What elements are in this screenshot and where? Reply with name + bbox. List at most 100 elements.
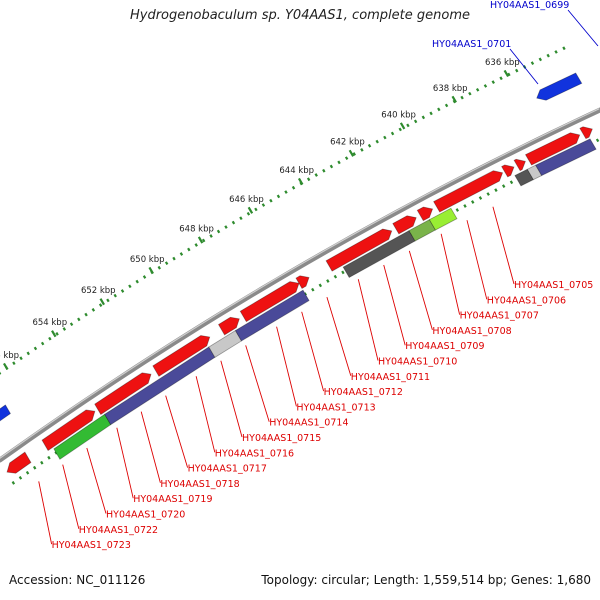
- gene-label: HY04AAS1_0712: [324, 387, 403, 398]
- scale-tick: [344, 156, 349, 161]
- forward-gene-arrow: [392, 215, 417, 235]
- scale-tick: [284, 190, 288, 194]
- scale-tick: [216, 229, 221, 234]
- scale-tick: [276, 194, 281, 199]
- scale-tick: [12, 361, 16, 366]
- scale-tick: [413, 119, 418, 124]
- inner-tick: [18, 475, 23, 480]
- forward-gene-arrow: [513, 158, 526, 172]
- scale-tick: [19, 356, 23, 361]
- map-title: Hydrogenobaculum sp. Y04AAS1, complete g…: [129, 8, 471, 23]
- scale-major-tick: [51, 330, 57, 338]
- reverse-gene-arrow: [0, 404, 11, 422]
- inner-tick: [47, 455, 51, 460]
- gene-label-leader: [408, 250, 433, 331]
- scale-tick: [98, 303, 103, 307]
- scale-label: 648 kbp: [179, 224, 214, 234]
- scale-tick: [375, 139, 379, 144]
- scale-tick: [254, 207, 258, 212]
- gene-label: HY04AAS1_0714: [269, 418, 348, 429]
- scale-tick: [113, 293, 117, 298]
- scale-tick: [33, 346, 38, 351]
- inner-tick: [486, 192, 490, 196]
- gene-label: HY04AAS1_0719: [133, 494, 212, 505]
- scale-tick: [360, 148, 364, 152]
- scale-tick: [306, 177, 311, 182]
- inner-tick: [455, 208, 460, 212]
- scale-tick: [135, 279, 139, 284]
- scale-tick: [187, 247, 191, 252]
- gene-label: HY04AAS1_0720: [106, 510, 185, 521]
- gene-label: HY04AAS1_0705: [514, 280, 593, 291]
- inner-tick: [311, 287, 315, 292]
- inner-tick: [494, 188, 498, 192]
- gene-label-leader: [466, 220, 488, 300]
- genome-backbone-highlight: [0, 108, 600, 459]
- scale-tick: [406, 123, 410, 128]
- gene-label-leader: [383, 264, 406, 346]
- inner-tick: [501, 184, 506, 189]
- gene-label-reverse: HY04AAS1_0699: [490, 0, 569, 11]
- scale-tick: [239, 216, 243, 221]
- scale-tick: [499, 76, 503, 81]
- inner-tick: [25, 470, 30, 475]
- inner-tick: [595, 138, 600, 143]
- scale-tick: [84, 312, 88, 317]
- scale-tick: [106, 298, 110, 303]
- forward-gene-arrow: [239, 281, 300, 323]
- scale-tick: [179, 252, 184, 256]
- scale-tick: [515, 68, 519, 73]
- gene-label: HY04AAS1_0717: [188, 464, 267, 475]
- scale-tick: [390, 131, 395, 136]
- scale-tick: [507, 72, 511, 77]
- scale-label: 646 kbp: [229, 195, 264, 205]
- gene-label-leader: [245, 345, 270, 422]
- scale-major-tick: [99, 298, 105, 306]
- inner-tick: [463, 204, 467, 208]
- scale-major-tick: [297, 177, 304, 185]
- scale-tick: [224, 225, 228, 229]
- scale-tick: [546, 53, 550, 58]
- gene-label: HY04AAS1_0708: [432, 326, 511, 337]
- forward-gene-arrow: [295, 275, 310, 290]
- scale-label: 656 kbp: [0, 351, 19, 361]
- scale-tick: [475, 87, 480, 92]
- forward-gene-arrow: [433, 170, 504, 213]
- forward-gene-arrow: [325, 228, 393, 272]
- inner-tick: [478, 196, 483, 200]
- scale-tick: [194, 243, 198, 247]
- scale-tick: [201, 238, 206, 243]
- scale-major-tick: [197, 236, 204, 244]
- forward-gene-arrow: [524, 132, 581, 166]
- gene-label: HY04AAS1_0722: [79, 525, 158, 536]
- scale-tick: [460, 95, 464, 100]
- forward-gene-arrow: [6, 451, 32, 474]
- scale-major-tick: [348, 149, 355, 157]
- scale-tick: [444, 103, 449, 108]
- scale-tick: [538, 57, 543, 62]
- feature-block: [234, 289, 310, 342]
- gene-label: HY04AAS1_0713: [296, 402, 375, 413]
- gene-label-leader: [326, 297, 352, 376]
- scale-tick: [483, 84, 488, 88]
- scale-tick: [69, 322, 74, 327]
- gene-label-leader: [492, 206, 515, 285]
- gene-label-leader: [62, 464, 80, 529]
- scale-tick: [468, 91, 472, 96]
- scale-tick: [142, 275, 147, 279]
- scale-tick: [261, 203, 266, 207]
- scale-tick: [329, 164, 334, 169]
- scale-major-tick: [399, 122, 406, 130]
- scale-label: 650 kbp: [130, 255, 165, 265]
- scale-label: 642 kbp: [330, 138, 365, 148]
- scale-tick: [231, 220, 236, 225]
- gene-label: HY04AAS1_0706: [487, 295, 566, 306]
- scale-label: 654 kbp: [32, 318, 67, 328]
- scale-tick: [55, 331, 59, 336]
- scale-label: 638 kbp: [433, 84, 468, 94]
- scale-tick: [314, 173, 318, 177]
- scale-label: 640 kbp: [381, 110, 416, 120]
- gene-label-leader: [86, 447, 107, 514]
- gene-label-leader-reverse: [509, 48, 539, 85]
- inner-tick: [509, 180, 514, 185]
